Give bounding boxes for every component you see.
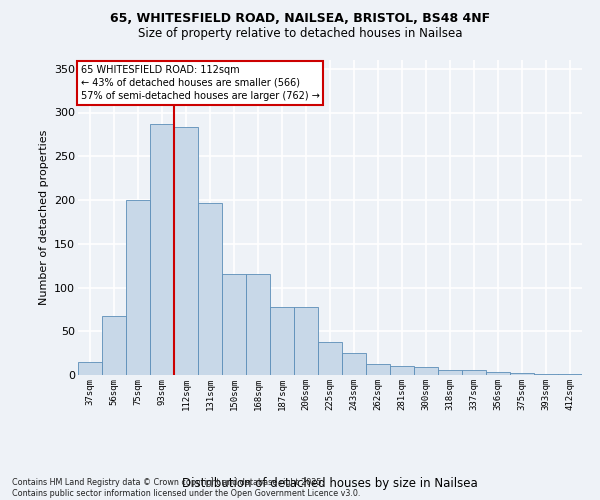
Bar	[246, 274, 270, 375]
Bar	[78, 362, 102, 375]
Bar	[486, 372, 510, 375]
Bar	[198, 202, 222, 375]
Bar	[462, 370, 486, 375]
Bar	[534, 374, 558, 375]
Bar	[102, 316, 126, 375]
X-axis label: Distribution of detached houses by size in Nailsea: Distribution of detached houses by size …	[182, 476, 478, 490]
Bar	[414, 367, 438, 375]
Text: Size of property relative to detached houses in Nailsea: Size of property relative to detached ho…	[138, 28, 462, 40]
Bar	[318, 342, 342, 375]
Bar	[342, 353, 366, 375]
Bar	[294, 306, 318, 375]
Bar	[150, 124, 174, 375]
Bar	[270, 306, 294, 375]
Bar	[174, 126, 198, 375]
Bar	[366, 364, 390, 375]
Bar	[222, 274, 246, 375]
Bar	[438, 370, 462, 375]
Text: 65, WHITESFIELD ROAD, NAILSEA, BRISTOL, BS48 4NF: 65, WHITESFIELD ROAD, NAILSEA, BRISTOL, …	[110, 12, 490, 26]
Bar	[126, 200, 150, 375]
Text: Contains HM Land Registry data © Crown copyright and database right 2025.
Contai: Contains HM Land Registry data © Crown c…	[12, 478, 361, 498]
Bar	[510, 373, 534, 375]
Text: 65 WHITESFIELD ROAD: 112sqm
← 43% of detached houses are smaller (566)
57% of se: 65 WHITESFIELD ROAD: 112sqm ← 43% of det…	[80, 64, 319, 101]
Bar	[390, 366, 414, 375]
Bar	[558, 374, 582, 375]
Y-axis label: Number of detached properties: Number of detached properties	[38, 130, 49, 305]
